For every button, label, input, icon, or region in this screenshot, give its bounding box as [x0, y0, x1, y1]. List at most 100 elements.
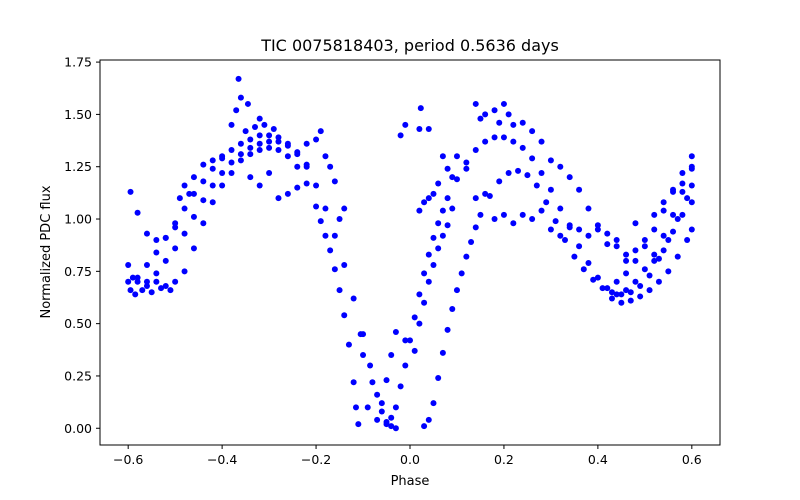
- data-point: [237, 140, 244, 147]
- data-point: [425, 278, 432, 285]
- data-point: [547, 226, 554, 233]
- data-point: [190, 213, 197, 220]
- data-point: [594, 226, 601, 233]
- data-point: [510, 220, 517, 227]
- data-point: [585, 259, 592, 266]
- data-point: [345, 341, 352, 348]
- data-point: [510, 138, 517, 145]
- x-tick-label: 0.2: [494, 452, 514, 467]
- data-point: [313, 182, 320, 189]
- data-point: [397, 132, 404, 139]
- data-point: [519, 119, 526, 126]
- data-point: [209, 199, 216, 206]
- data-point: [186, 190, 193, 197]
- data-point: [491, 134, 498, 141]
- data-point: [482, 111, 489, 118]
- data-point: [355, 421, 362, 428]
- data-point: [416, 320, 423, 327]
- data-point: [590, 276, 597, 283]
- data-point: [341, 262, 348, 269]
- data-point: [369, 379, 376, 386]
- data-point: [416, 291, 423, 298]
- data-point: [294, 184, 301, 191]
- data-point: [529, 155, 536, 162]
- data-point: [284, 153, 291, 160]
- data-point: [421, 299, 428, 306]
- data-point: [392, 329, 399, 336]
- data-point: [378, 400, 385, 407]
- data-point: [294, 149, 301, 156]
- data-point: [684, 236, 691, 243]
- y-tick-label: 0.75: [64, 264, 92, 279]
- data-point: [411, 347, 418, 354]
- data-point: [444, 165, 451, 172]
- data-point: [472, 146, 479, 153]
- data-point: [557, 232, 564, 239]
- data-point: [172, 220, 179, 227]
- data-point: [580, 266, 587, 273]
- data-point: [256, 140, 263, 147]
- data-point: [641, 266, 648, 273]
- data-point: [134, 278, 141, 285]
- data-point: [209, 157, 216, 164]
- data-point: [604, 230, 611, 237]
- data-point: [632, 257, 639, 264]
- data-point: [247, 151, 254, 158]
- data-point: [303, 161, 310, 168]
- data-point: [585, 205, 592, 212]
- data-point: [482, 138, 489, 145]
- data-point: [383, 421, 390, 428]
- data-point: [688, 199, 695, 206]
- data-point: [209, 182, 216, 189]
- y-tick-label: 1.50: [64, 107, 92, 122]
- y-tick-label: 0.25: [64, 368, 92, 383]
- data-point: [453, 153, 460, 160]
- data-point: [378, 408, 385, 415]
- data-point: [576, 243, 583, 250]
- data-point: [134, 209, 141, 216]
- data-point: [275, 138, 282, 145]
- data-point: [524, 172, 531, 179]
- data-point: [336, 216, 343, 223]
- data-point: [670, 211, 677, 218]
- data-point: [463, 165, 470, 172]
- data-point: [435, 180, 442, 187]
- data-point: [665, 236, 672, 243]
- data-point: [417, 105, 424, 112]
- data-point: [679, 211, 686, 218]
- data-point: [670, 188, 677, 195]
- x-axis-label: Phase: [391, 474, 430, 489]
- data-point: [543, 199, 550, 206]
- data-point: [421, 199, 428, 206]
- data-point: [439, 207, 446, 214]
- data-point: [562, 236, 568, 243]
- data-point: [322, 232, 329, 239]
- data-point: [627, 297, 634, 304]
- data-point: [618, 291, 625, 298]
- data-point: [660, 232, 667, 239]
- data-point: [176, 195, 183, 202]
- data-point: [651, 251, 658, 258]
- x-axis-ticks: −0.6 −0.4 −0.2 0.0 0.2 0.4 0.6: [113, 445, 702, 467]
- data-point: [435, 375, 442, 382]
- y-tick-label: 1.00: [64, 212, 92, 227]
- data-point: [275, 195, 282, 202]
- data-point: [235, 75, 242, 82]
- data-point: [125, 278, 132, 285]
- data-point: [190, 190, 197, 197]
- data-point: [275, 134, 282, 141]
- data-point: [172, 245, 179, 252]
- data-point: [655, 255, 662, 262]
- data-point: [425, 126, 432, 133]
- data-point: [547, 157, 554, 164]
- data-point: [463, 253, 470, 260]
- data-point: [453, 287, 460, 294]
- data-point: [421, 423, 428, 430]
- data-point: [266, 169, 273, 176]
- data-point: [585, 232, 592, 239]
- data-point: [538, 138, 545, 145]
- data-point: [200, 220, 207, 227]
- data-point: [294, 163, 301, 170]
- data-point: [425, 195, 432, 202]
- data-point: [632, 247, 639, 254]
